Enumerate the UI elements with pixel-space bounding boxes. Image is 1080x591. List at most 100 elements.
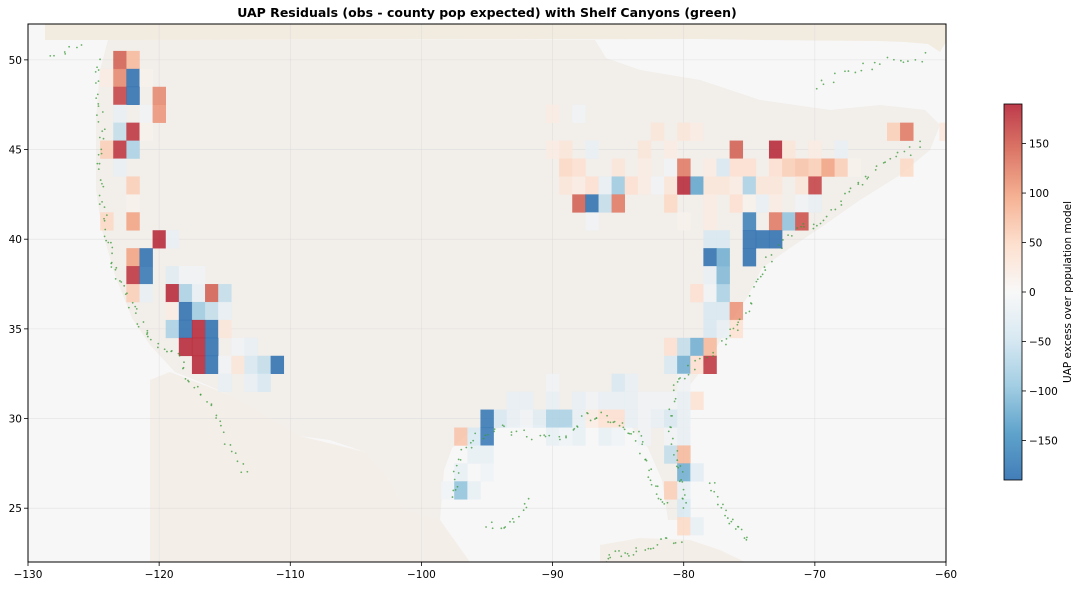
shelf-canyon-point bbox=[170, 350, 173, 352]
land-canada bbox=[45, 24, 946, 52]
shelf-canyon-point bbox=[854, 71, 857, 74]
shelf-canyon-point bbox=[490, 521, 493, 524]
shelf-canyon-point bbox=[640, 434, 643, 437]
shelf-canyon-point bbox=[95, 114, 98, 117]
shelf-canyon-point bbox=[771, 260, 773, 263]
x-tick-label: −90 bbox=[541, 569, 563, 581]
shelf-canyon-point bbox=[97, 105, 100, 107]
shelf-canyon-point bbox=[607, 421, 610, 423]
shelf-canyon-point bbox=[80, 44, 83, 46]
residual-cell bbox=[677, 445, 691, 464]
shelf-canyon-point bbox=[849, 187, 852, 190]
residual-cell bbox=[585, 409, 599, 428]
shelf-canyon-point bbox=[683, 494, 686, 496]
shelf-canyon-point bbox=[698, 357, 701, 360]
shelf-canyon-point bbox=[712, 351, 715, 354]
shelf-canyon-point bbox=[97, 69, 100, 71]
shelf-canyon-point bbox=[530, 438, 533, 441]
shelf-canyon-point bbox=[600, 564, 602, 566]
colorbar-ticks: 150 100 50 0 −50 −100 −150 bbox=[1022, 139, 1058, 447]
shelf-canyon-point bbox=[716, 503, 719, 506]
residual-cell bbox=[716, 266, 730, 285]
shelf-canyon-point bbox=[123, 284, 126, 287]
shelf-canyon-point bbox=[103, 219, 106, 222]
residual-cell bbox=[664, 176, 678, 195]
shelf-canyon-point bbox=[215, 414, 218, 417]
shelf-canyon-point bbox=[844, 70, 846, 73]
shelf-canyon-point bbox=[543, 434, 546, 437]
residual-cell bbox=[611, 158, 625, 177]
shelf-canyon-point bbox=[650, 483, 653, 486]
shelf-canyon-point bbox=[565, 436, 567, 439]
shelf-canyon-point bbox=[675, 465, 678, 468]
shelf-canyon-point bbox=[664, 537, 667, 539]
shelf-canyon-point bbox=[137, 325, 140, 328]
shelf-canyon-point bbox=[924, 51, 927, 54]
shelf-canyon-point bbox=[812, 223, 815, 226]
shelf-canyon-point bbox=[229, 444, 232, 446]
residual-cell bbox=[598, 391, 612, 410]
shelf-canyon-point bbox=[677, 466, 680, 469]
shelf-canyon-point bbox=[98, 203, 101, 206]
shelf-canyon-point bbox=[525, 506, 528, 509]
shelf-canyon-point bbox=[659, 498, 662, 501]
residual-cell bbox=[716, 230, 730, 249]
shelf-canyon-point bbox=[726, 517, 729, 519]
residual-cell bbox=[768, 230, 783, 249]
residual-cell bbox=[690, 122, 704, 141]
residual-cell bbox=[100, 140, 114, 159]
shelf-canyon-point bbox=[493, 428, 496, 431]
shelf-canyon-point bbox=[98, 194, 101, 197]
residual-cell bbox=[677, 122, 691, 141]
shelf-canyon-point bbox=[525, 435, 528, 438]
residual-cell bbox=[126, 266, 140, 285]
shelf-canyon-point bbox=[609, 421, 612, 424]
residual-cell bbox=[650, 122, 665, 141]
shelf-canyon-point bbox=[777, 244, 780, 247]
shelf-canyon-point bbox=[486, 433, 489, 436]
residual-cell bbox=[519, 409, 534, 428]
residual-cell bbox=[572, 391, 586, 410]
shelf-canyon-point bbox=[736, 329, 739, 332]
residual-cell bbox=[191, 266, 206, 285]
shelf-canyon-point bbox=[511, 517, 514, 520]
residual-cell bbox=[113, 86, 127, 105]
shelf-canyon-point bbox=[97, 168, 100, 171]
residual-cell bbox=[139, 284, 153, 303]
residual-cell bbox=[821, 158, 835, 177]
residual-cell bbox=[519, 391, 534, 410]
residual-cell bbox=[139, 68, 153, 88]
residual-cell bbox=[703, 194, 717, 213]
shelf-canyon-point bbox=[101, 111, 104, 113]
shelf-canyon-point bbox=[157, 342, 160, 345]
shelf-canyon-point bbox=[736, 323, 739, 326]
shelf-canyon-point bbox=[456, 485, 459, 488]
residual-cell bbox=[808, 158, 822, 177]
shelf-canyon-point bbox=[667, 430, 670, 433]
shelf-canyon-point bbox=[607, 557, 610, 560]
residual-cell bbox=[716, 284, 730, 303]
residual-cell bbox=[467, 481, 481, 500]
shelf-canyon-point bbox=[623, 428, 626, 431]
residual-cell bbox=[559, 409, 573, 428]
shelf-canyon-point bbox=[847, 70, 850, 72]
shelf-canyon-point bbox=[745, 538, 748, 541]
shelf-canyon-point bbox=[729, 334, 732, 337]
residual-cell bbox=[742, 194, 757, 213]
shelf-canyon-point bbox=[470, 446, 473, 449]
residual-cell bbox=[100, 68, 114, 88]
shelf-canyon-point bbox=[53, 54, 55, 57]
shelf-canyon-point bbox=[523, 429, 526, 432]
shelf-canyon-point bbox=[230, 450, 233, 453]
shelf-canyon-point bbox=[484, 434, 487, 437]
shelf-canyon-point bbox=[627, 554, 630, 557]
shelf-canyon-point bbox=[119, 280, 121, 282]
residual-cell bbox=[559, 158, 573, 177]
land-cuba bbox=[600, 538, 745, 562]
shelf-canyon-point bbox=[822, 83, 825, 86]
colorbar-tick-label: −150 bbox=[1029, 435, 1058, 447]
shelf-canyon-point bbox=[713, 490, 716, 493]
residual-cell bbox=[598, 176, 612, 195]
shelf-canyon-point bbox=[127, 306, 130, 309]
shelf-canyon-point bbox=[115, 266, 118, 269]
